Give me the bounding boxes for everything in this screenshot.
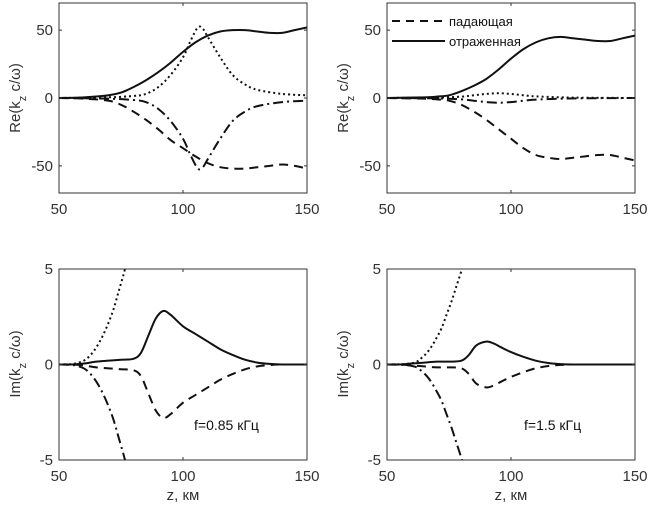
series-group xyxy=(387,269,635,460)
y-tick-label: 0 xyxy=(373,357,381,374)
y-axis-label: Re(kz c/ω) xyxy=(7,63,29,133)
x-tick-label: 50 xyxy=(51,201,68,218)
x-tick-label: 50 xyxy=(379,468,396,485)
series-line-dashdot xyxy=(387,97,635,104)
series-line-dashed xyxy=(59,363,307,420)
frequency-annotation: f=1.5 кГц xyxy=(524,417,581,433)
y-tick-label: 0 xyxy=(373,90,381,107)
series-line-dotted xyxy=(387,92,635,99)
series-line-dotted xyxy=(59,269,127,366)
x-axis-label: z, км xyxy=(167,487,200,504)
legend: падающая отраженная xyxy=(392,14,521,49)
x-tick-label: 50 xyxy=(379,201,396,218)
x-tick-label: 100 xyxy=(170,468,195,485)
x-tick-label: 100 xyxy=(170,201,195,218)
series-line-dashdot xyxy=(59,363,127,460)
y-tick-label: 0 xyxy=(45,357,53,374)
x-tick-label: 100 xyxy=(498,468,523,485)
panel-im-15: 50 100 150 -5 0 5 Im(kz c/ω) z, км f=1.5 кГц xyxy=(335,261,648,504)
series-line-dashdot xyxy=(59,97,307,171)
y-axis-label: Im(kz c/ω) xyxy=(335,330,357,397)
series-line-dotted xyxy=(387,269,464,366)
ticks-group: 50 100 150 -50 0 50 xyxy=(359,3,648,218)
series-group xyxy=(59,269,307,460)
panel-re-15: 50 100 150 -50 0 50 Re(kz c/ω) падающая отраж… xyxy=(335,2,648,218)
y-tick-label: -5 xyxy=(368,452,381,469)
x-tick-label: 150 xyxy=(294,468,319,485)
y-tick-label: -5 xyxy=(40,452,53,469)
x-tick-label: 150 xyxy=(622,201,647,218)
series-line-dashdot xyxy=(387,363,464,460)
axes-frame xyxy=(58,2,308,194)
series-line-dashed xyxy=(59,97,307,170)
series-line-solid xyxy=(59,309,307,366)
series-line-dashed xyxy=(387,363,635,389)
legend-label-incident: падающая xyxy=(449,14,513,29)
series-line-solid xyxy=(387,34,635,99)
frequency-annotation: f=0.85 кГц xyxy=(194,417,259,433)
x-axis-label: z, км xyxy=(495,487,528,504)
x-tick-label: 100 xyxy=(498,201,523,218)
ticks-group: 50 100 150 -5 0 5 xyxy=(368,261,648,485)
series-line-dotted xyxy=(59,25,307,99)
ticks-group: 50 100 150 -50 0 50 xyxy=(31,3,320,218)
x-tick-label: 150 xyxy=(622,468,647,485)
x-tick-label: 50 xyxy=(51,468,68,485)
legend-label-reflected: отраженная xyxy=(449,34,521,49)
y-tick-label: 5 xyxy=(373,261,381,278)
y-tick-label: 50 xyxy=(364,22,381,39)
y-tick-label: 50 xyxy=(36,22,53,39)
series-group xyxy=(387,34,635,162)
y-tick-label: -50 xyxy=(31,158,53,175)
y-tick-label: -50 xyxy=(359,158,381,175)
y-tick-label: 0 xyxy=(45,90,53,107)
panel-im-085: 50 100 150 -5 0 5 Im(kz c/ω) z, км f=0.85 кГц xyxy=(7,261,320,504)
series-group xyxy=(59,25,307,171)
series-line-solid xyxy=(387,340,635,366)
ticks-group: 50 100 150 -5 0 5 xyxy=(40,261,320,485)
x-tick-label: 150 xyxy=(294,201,319,218)
series-line-dashed xyxy=(387,97,635,162)
panel-re-085: 50 100 150 -50 0 50 Re(kz c/ω) xyxy=(7,2,320,218)
y-tick-label: 5 xyxy=(45,261,53,278)
y-axis-label: Im(kz c/ω) xyxy=(7,330,29,397)
series-line-solid xyxy=(59,26,307,99)
y-axis-label: Re(kz c/ω) xyxy=(335,63,357,133)
